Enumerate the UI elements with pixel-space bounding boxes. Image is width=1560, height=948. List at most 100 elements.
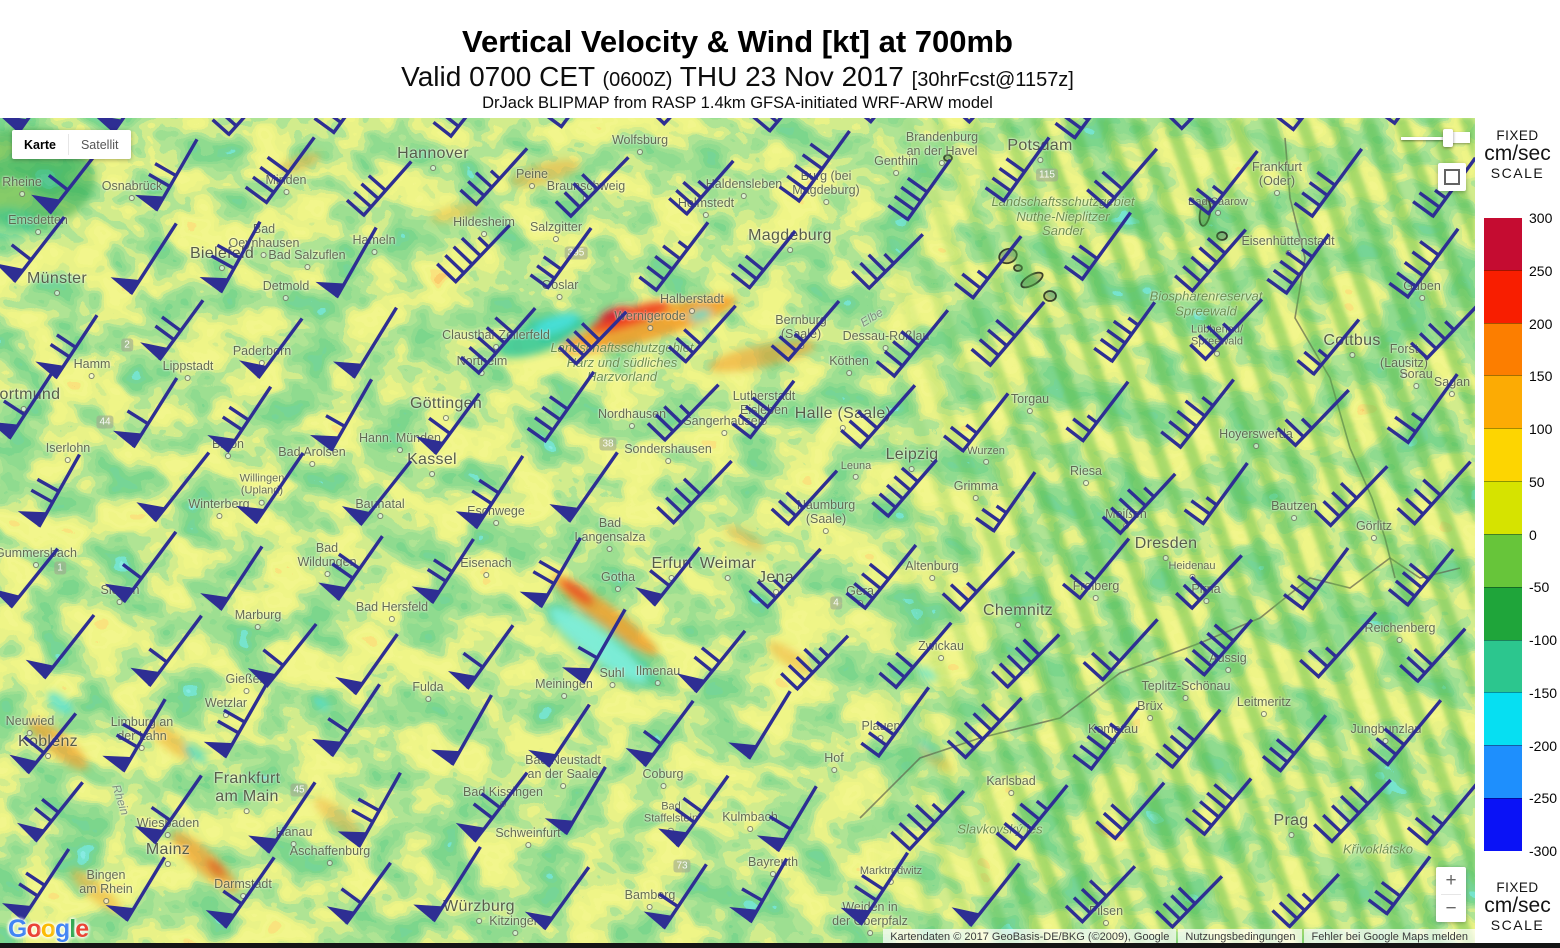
forecast-header: Vertical Velocity & Wind [kt] at 700mb V… (0, 0, 1475, 113)
wind-barb (345, 160, 413, 218)
scale-color-segment (1484, 692, 1522, 746)
city-label: Frankfurt am Main (214, 770, 281, 814)
city-marker (1092, 595, 1099, 601)
google-logo[interactable]: Google (8, 915, 89, 944)
fullscreen-button[interactable] (1438, 163, 1466, 191)
city-marker (117, 599, 123, 605)
wind-barb (1276, 388, 1350, 448)
wind-barb-pennant (0, 264, 24, 282)
wind-barb (995, 784, 1069, 851)
wind-barb (693, 629, 747, 694)
scale-color-segment (1484, 533, 1522, 587)
wind-barb (1064, 865, 1137, 924)
city-marker (773, 588, 779, 595)
terms-link[interactable]: Nutzungsbedingungen (1178, 929, 1303, 945)
wind-barb (1313, 465, 1389, 528)
city-marker (396, 447, 403, 453)
city-label: Görlitz (1356, 519, 1392, 541)
city-marker (425, 696, 431, 702)
city-marker (103, 898, 109, 904)
map-type-satellit-button[interactable]: Satellit (80, 137, 119, 152)
opacity-slider-track[interactable] (1401, 137, 1443, 140)
city-label: Halle (Saale) (795, 405, 891, 431)
wind-barb (770, 469, 839, 527)
city-marker (215, 513, 222, 519)
scale-color-segment (1484, 639, 1522, 693)
wind-barb (546, 118, 570, 129)
wind-barb (462, 624, 515, 690)
city-label: Freiberg (1073, 579, 1119, 601)
city-marker (1291, 515, 1297, 521)
wind-barb (674, 774, 730, 848)
color-scale-panel: FIXED cm/sec SCALE 300 250 200 150 100 50 0 -50… (1475, 0, 1560, 948)
wind-barb (216, 684, 268, 759)
wind-barb (2, 367, 57, 440)
city-label: Halberstadt (660, 292, 724, 314)
wind-barb (542, 866, 591, 931)
city-label: Sondershausen (624, 442, 712, 464)
city-label: Brandenburg an der Havel (906, 130, 978, 166)
wind-barb (450, 694, 493, 766)
city-marker (323, 571, 330, 577)
valid-time-line: Valid 0700 CET (0600Z) THU 23 Nov 2017 [… (0, 61, 1475, 91)
wind-barb (1082, 618, 1159, 683)
city-marker (1252, 443, 1259, 449)
wind-barb (1101, 472, 1177, 536)
wind-barb (147, 614, 203, 688)
city-label: Torgau (1011, 392, 1049, 414)
report-error-link[interactable]: Fehler bei Google Maps melden (1304, 929, 1475, 945)
city-label: Karlsbad (986, 774, 1036, 796)
wind-barb (331, 535, 384, 601)
wind-barb (459, 147, 529, 207)
road-number-badge: 44 (96, 415, 114, 429)
scale-color-segment (1484, 798, 1522, 851)
wind-barb (1313, 778, 1392, 844)
wind-barb (1406, 783, 1475, 846)
wind-barb (1065, 380, 1130, 443)
city-marker (326, 860, 333, 866)
wind-barb (668, 159, 735, 217)
wind-barb (129, 222, 178, 296)
opacity-slider-track-right[interactable] (1452, 132, 1470, 143)
scale-tick-label: 50 (1529, 473, 1545, 490)
city-marker (291, 841, 297, 847)
scale-tick-label: -200 (1529, 737, 1558, 754)
wind-barb (658, 863, 708, 930)
wind-barb (1072, 706, 1140, 772)
city-label: Hof (824, 751, 844, 773)
wind-barb (211, 118, 246, 137)
city-marker (646, 904, 653, 910)
wind-barb (1261, 714, 1328, 773)
wind-barb (1093, 301, 1157, 364)
zoom-in-button[interactable]: + (1445, 870, 1457, 891)
city-label: Coburg (643, 767, 684, 789)
wind-barb (1293, 147, 1364, 219)
city-marker (982, 459, 989, 466)
scale-tick-label: -300 (1529, 843, 1558, 859)
color-scale-bar (1484, 218, 1522, 851)
city-marker (1146, 715, 1153, 721)
zoom-control: + − (1436, 867, 1466, 922)
city-label: Leitmeritz (1237, 695, 1291, 717)
page-title: Vertical Velocity & Wind [kt] at 700mb (461, 24, 1013, 59)
google-logo-letter: e (75, 915, 89, 943)
map-type-karte-button[interactable]: Karte (24, 137, 56, 152)
weather-map[interactable]: Rheine Osnabrück Emsdetten Münster Minden Bad… (0, 118, 1475, 948)
wind-barb (1175, 554, 1243, 611)
wind-barb (18, 848, 71, 922)
zoom-out-button[interactable]: − (1445, 898, 1457, 919)
opacity-slider-handle[interactable] (1443, 129, 1453, 147)
city-marker (552, 236, 559, 242)
city-marker (164, 832, 171, 838)
wind-barb (150, 774, 203, 845)
city-marker (615, 586, 621, 592)
wind-barb (845, 543, 918, 611)
wind-barb (327, 683, 382, 758)
road-number-badge: 45 (290, 783, 308, 797)
city-label: Bad Neustadt an der Saale (525, 753, 601, 789)
city-label: Hildesheim (453, 215, 515, 237)
city-marker (770, 871, 776, 877)
wind-barb (30, 453, 81, 528)
city-marker (560, 783, 566, 789)
google-logo-letter: o (26, 915, 41, 943)
